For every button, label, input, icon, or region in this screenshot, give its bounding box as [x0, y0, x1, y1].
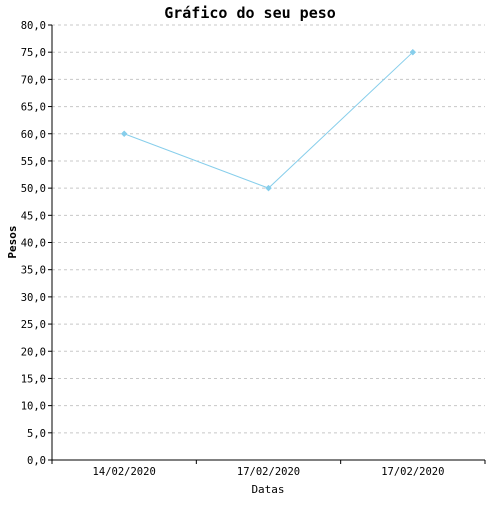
y-tick-label: 45,0 [21, 210, 46, 222]
y-tick-label: 30,0 [21, 292, 46, 304]
y-tick-label: 65,0 [21, 102, 46, 114]
y-axis-label: Pesos [6, 225, 19, 258]
y-tick-label: 5,0 [27, 428, 46, 440]
y-tick-label: 75,0 [21, 47, 46, 59]
x-tick-label: 17/02/2020 [381, 466, 444, 478]
y-tick-label: 15,0 [21, 373, 46, 385]
y-tick-label: 10,0 [21, 401, 46, 413]
chart-title: Gráfico do seu peso [164, 4, 336, 22]
y-tick-label: 0,0 [27, 455, 46, 467]
data-point [409, 48, 417, 56]
y-tick-label: 80,0 [21, 20, 46, 32]
y-tick-label: 40,0 [21, 238, 46, 250]
tick-labels: 0,0 5,0 10,0 15,0 20,0 25,0 30,0 35,0 40,0 45,0 50… [21, 20, 445, 478]
y-tick-label: 20,0 [21, 346, 46, 358]
data-point [120, 130, 128, 138]
y-tick-label: 25,0 [21, 319, 46, 331]
grid-lines [52, 24, 485, 434]
y-tick-label: 60,0 [21, 129, 46, 141]
series-layer [120, 48, 417, 192]
x-axis-label: Datas [251, 483, 284, 496]
y-tick-label: 55,0 [21, 156, 46, 168]
y-tick-label: 35,0 [21, 265, 46, 277]
y-tick-label: 70,0 [21, 74, 46, 86]
x-tick-label: 17/02/2020 [237, 466, 300, 478]
x-tick-label: 14/02/2020 [93, 466, 156, 478]
data-point [265, 184, 272, 192]
series-line [123, 51, 414, 189]
y-tick-label: 50,0 [21, 183, 46, 195]
axes [48, 24, 486, 464]
